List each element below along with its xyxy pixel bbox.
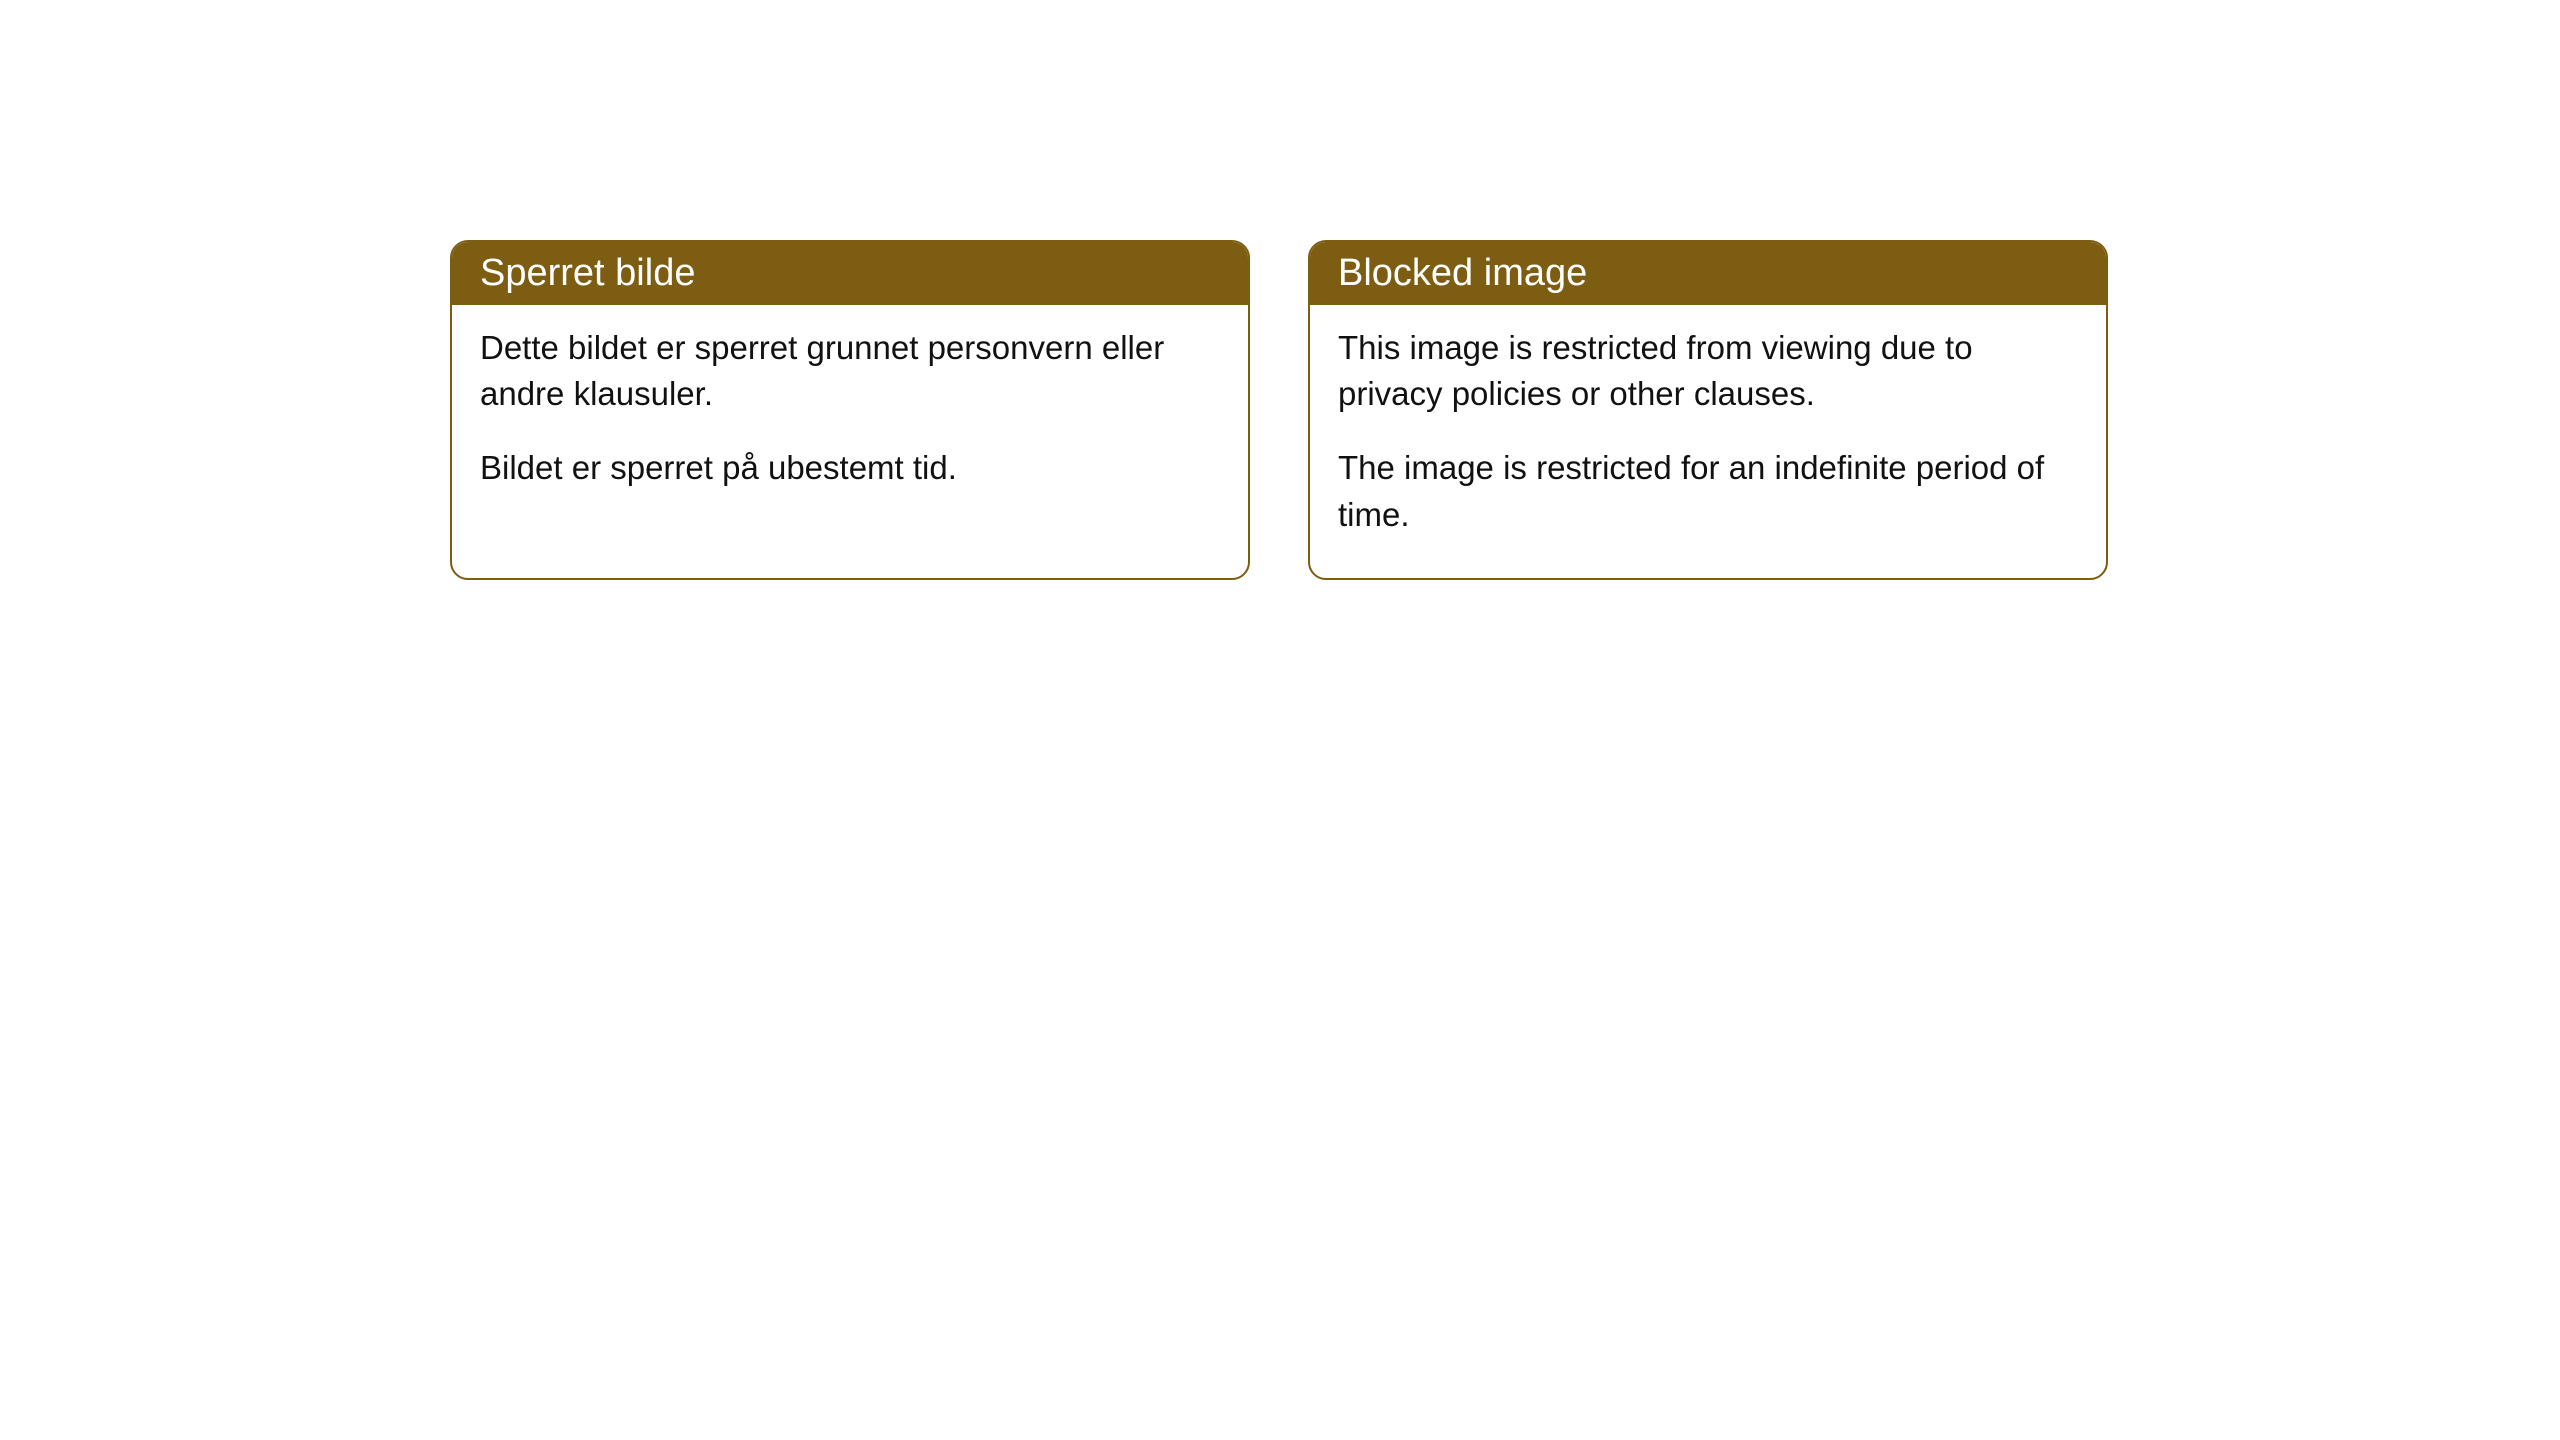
card-paragraph: Dette bildet er sperret grunnet personve… — [480, 325, 1220, 417]
card-paragraph: The image is restricted for an indefinit… — [1338, 445, 2078, 537]
card-header: Sperret bilde — [452, 242, 1248, 305]
card-title: Blocked image — [1338, 252, 1587, 294]
card-body: This image is restricted from viewing du… — [1310, 305, 2106, 578]
blocked-image-cards-container: Sperret bilde Dette bildet er sperret gr… — [450, 240, 2108, 580]
card-header: Blocked image — [1310, 242, 2106, 305]
card-body: Dette bildet er sperret grunnet personve… — [452, 305, 1248, 532]
card-paragraph: Bildet er sperret på ubestemt tid. — [480, 445, 1220, 491]
card-paragraph: This image is restricted from viewing du… — [1338, 325, 2078, 417]
blocked-image-card-norwegian: Sperret bilde Dette bildet er sperret gr… — [450, 240, 1250, 580]
card-title: Sperret bilde — [480, 252, 695, 294]
blocked-image-card-english: Blocked image This image is restricted f… — [1308, 240, 2108, 580]
